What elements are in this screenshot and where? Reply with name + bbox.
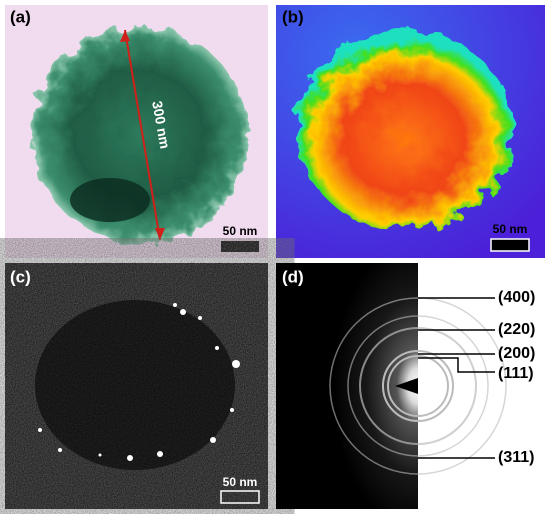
ring-label: (111) bbox=[498, 365, 534, 382]
scale-bar-label: 50 nm bbox=[223, 475, 258, 489]
scale-bar bbox=[490, 238, 530, 252]
panel-a: 300 nm (a) 50 nm bbox=[5, 5, 268, 258]
measure-line bbox=[124, 29, 161, 241]
panel-label: (d) bbox=[282, 267, 304, 286]
panel-d: (d) (400) (220) (200) (111) (311) bbox=[276, 263, 535, 509]
dark-region bbox=[70, 178, 150, 222]
hotspots bbox=[38, 303, 240, 461]
leader-lines bbox=[418, 297, 495, 459]
panel-label: (a) bbox=[10, 7, 31, 26]
ring-label: (200) bbox=[498, 345, 535, 362]
scale-bar bbox=[221, 241, 259, 252]
arrow-head bbox=[155, 228, 165, 240]
arrow-head bbox=[120, 30, 130, 42]
particle-shell bbox=[35, 300, 235, 470]
beam-stop bbox=[395, 378, 418, 394]
panel-label: (b) bbox=[282, 7, 304, 26]
ring-label: (220) bbox=[498, 321, 535, 338]
scale-bar bbox=[220, 490, 260, 504]
diffraction-image bbox=[276, 263, 418, 509]
particle bbox=[297, 30, 513, 230]
ring-label: (311) bbox=[498, 449, 534, 466]
panel-label: (c) bbox=[10, 267, 31, 286]
ring-label: (400) bbox=[498, 289, 535, 306]
panel-c: (c) 50 nm bbox=[5, 263, 268, 509]
scale-bar-label: 50 nm bbox=[493, 222, 528, 236]
scale-bar-label: 50 nm bbox=[223, 224, 258, 238]
panel-b: (b) 50 nm bbox=[276, 5, 545, 258]
